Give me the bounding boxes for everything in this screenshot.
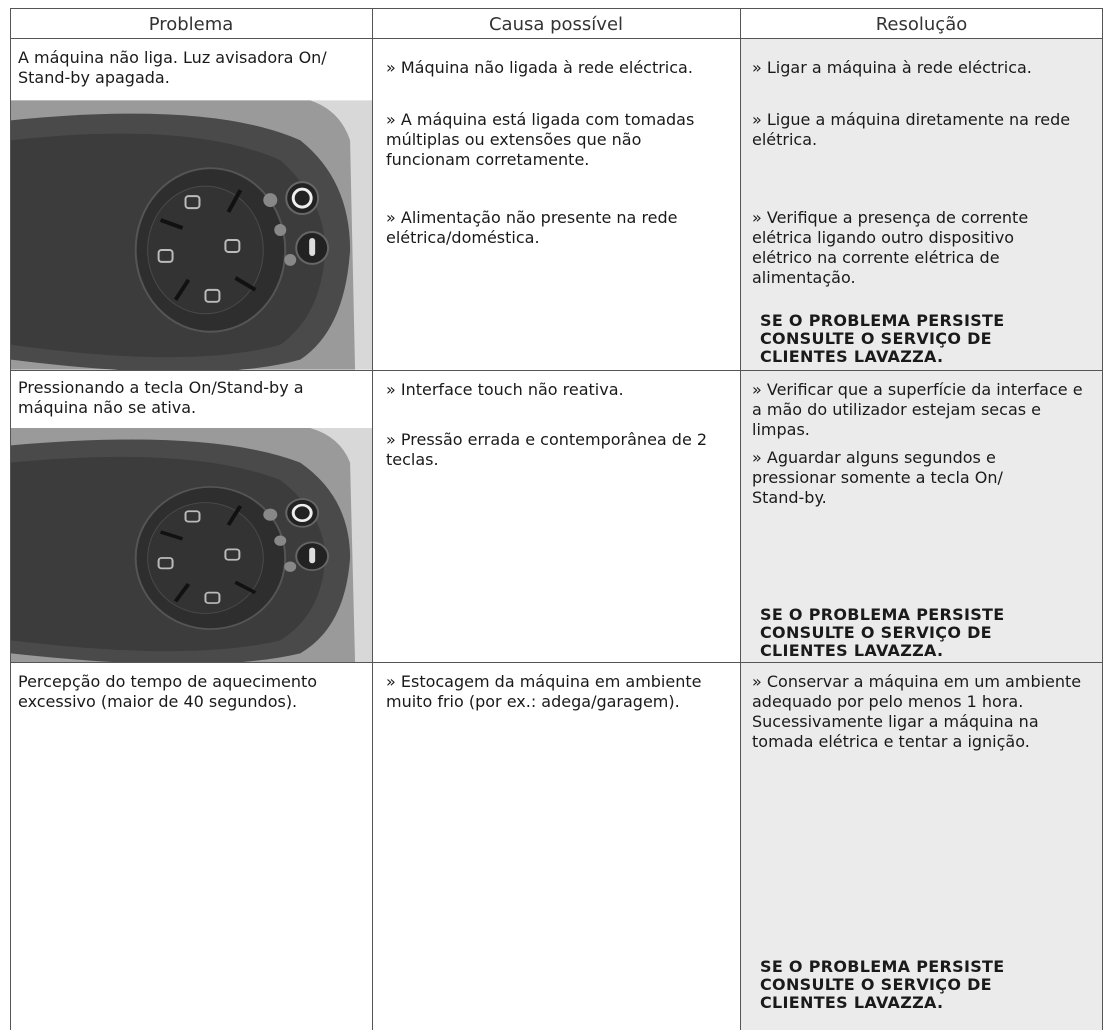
problem: Percepção do tempo de aquecimento excess… [18,672,318,711]
resolution: » Verifique a presença de corrente elétr… [752,208,1029,287]
note: SE O PROBLEMA PERSISTE CONSULTE O SERVIÇ… [760,311,1005,366]
problem: A máquina não liga. Luz avisadora On/ St… [18,48,327,87]
cause: » Interface touch não reativa. [386,380,624,399]
rule [740,8,741,1030]
rule [10,8,11,1030]
rule [10,8,1103,9]
header-cell: Resolução [875,14,968,35]
cause: » Pressão errada e contemporânea de 2 te… [386,430,708,469]
rule [10,662,1103,663]
resolution: » Verificar que a superfície da interfac… [752,380,1083,439]
rule [10,370,1103,371]
resolution: » Ligar a máquina à rede eléctrica. [752,58,1032,77]
machine-image [11,428,372,662]
header-cell: Problema [148,14,234,35]
machine-image [11,100,372,370]
resolution-column-bg [740,38,1103,1030]
cause: » Máquina não ligada à rede eléctrica. [386,58,693,77]
resolution: » Ligue a máquina diretamente na rede el… [752,110,1071,149]
resolution: » Aguardar alguns segundos e pressionar … [752,448,1003,507]
rule [10,38,1103,39]
rule [372,8,373,1030]
problem: Pressionando a tecla On/Stand-by a máqui… [18,378,304,417]
cause: » Alimentação não presente na rede elétr… [386,208,678,247]
header-cell: Causa possível [488,14,624,35]
cause: » Estocagem da máquina em ambiente muito… [386,672,702,711]
resolution: » Conservar a máquina em um ambiente ade… [752,672,1082,751]
note: SE O PROBLEMA PERSISTE CONSULTE O SERVIÇ… [760,605,1005,660]
cause: » A máquina está ligada com tomadas múlt… [386,110,695,169]
note: SE O PROBLEMA PERSISTE CONSULTE O SERVIÇ… [760,957,1005,1012]
